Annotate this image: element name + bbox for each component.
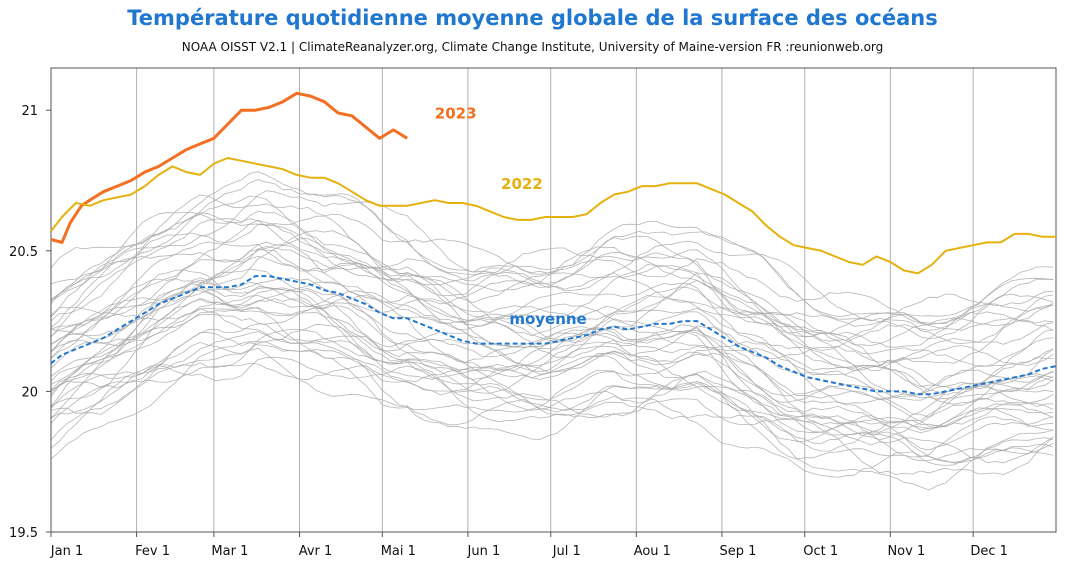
historical-year-line [50,283,1054,433]
x-tick-label: Jul 1 [552,544,581,559]
historical-year-line [50,356,1054,464]
historical-year-line [50,305,1054,451]
historical-year-line [50,308,1054,442]
series-annotation: moyenne [509,310,586,328]
historical-year-line [50,241,1054,371]
y-tick-label: 19.5 [9,526,38,541]
plot-frame [50,67,1057,533]
historical-year-line [50,331,1054,460]
historical-year-line [50,362,1054,463]
x-tick-label: Fev 1 [135,544,170,559]
historical-year-line [50,219,1054,372]
historical-years-lines [50,171,1054,491]
historical-year-line [50,323,1054,462]
historical-year-line [50,268,1054,431]
x-tick-label: Avr 1 [299,544,333,559]
historical-year-line [50,279,1054,424]
series-annotations: 2023 2022 moyenne [435,105,587,328]
x-tick-label: Aou 1 [634,544,671,559]
y-tick-label: 20.5 [9,245,38,260]
historical-year-line [50,290,1054,405]
historical-year-line [50,331,1054,466]
historical-year-line [50,194,1054,348]
x-tick-label: Mar 1 [211,544,248,559]
series-annotation: 2022 [501,175,543,193]
historical-year-line [50,341,1054,491]
series-annotation: 2023 [435,105,477,123]
historical-year-line [50,302,1054,427]
historical-year-line [50,171,1054,325]
series-line-moyenne [50,275,1057,396]
historical-year-line [50,246,1054,368]
chart-subtitle: NOAA OISST V2.1 | ClimateReanalyzer.org,… [181,40,884,54]
vertical-gridlines [136,68,974,532]
historical-year-line [50,288,1054,441]
x-tick-label: Mai 1 [381,544,416,559]
x-tick-label: Nov 1 [887,544,925,559]
series-line-2023 [50,91,408,244]
chart-title: Température quotidienne moyenne globale … [127,6,938,30]
historical-year-line [50,281,1054,390]
historical-year-line [50,281,1054,418]
historical-year-line [50,210,1054,327]
y-axis-ticks: 19.5 20 20.5 21 [9,104,51,541]
historical-year-line [50,179,1054,340]
historical-year-line [50,223,1054,346]
series-line-2022 [50,157,1056,275]
historical-year-line [50,287,1054,407]
x-tick-label: Jan 1 [50,544,83,559]
historical-year-line [50,212,1054,326]
x-tick-label: Oct 1 [803,544,838,559]
historical-year-line [50,249,1054,405]
x-tick-label: Jun 1 [467,544,501,559]
historical-year-line [50,190,1054,344]
y-tick-label: 20 [21,385,38,400]
historical-year-line [50,329,1054,476]
historical-year-line [50,313,1054,434]
historical-year-line [50,218,1054,351]
x-tick-label: Dec 1 [970,544,1008,559]
y-tick-label: 21 [21,104,38,119]
historical-year-line [50,241,1054,336]
x-tick-label: Sep 1 [719,544,756,559]
highlighted-series [50,91,1057,396]
historical-year-line [50,347,1054,478]
x-axis-ticks: Jan 1 Fev 1 Mar 1 Avr 1 Mai 1 Jun 1 Jul 1 Aou 1… [50,532,1008,559]
